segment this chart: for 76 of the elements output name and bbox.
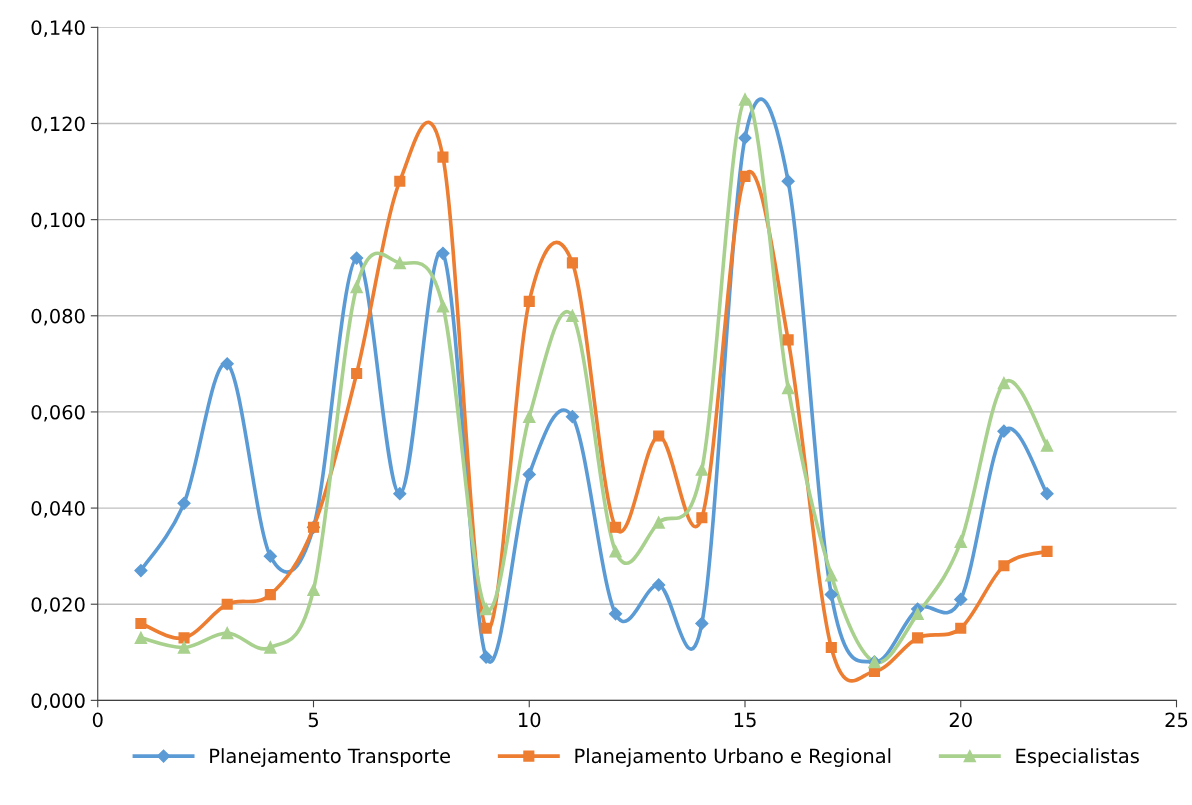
point xyxy=(479,602,493,616)
point xyxy=(350,280,363,294)
point xyxy=(608,607,623,621)
x-tick-label: 20 xyxy=(949,712,972,728)
y-tick-label: 0,120 xyxy=(31,116,85,134)
x-tick-label: 25 xyxy=(1165,712,1188,728)
point xyxy=(653,430,665,442)
point xyxy=(177,496,191,510)
point xyxy=(135,617,147,629)
point xyxy=(997,424,1011,438)
point xyxy=(652,578,666,592)
point xyxy=(609,545,622,558)
point xyxy=(263,549,277,563)
point xyxy=(437,151,449,163)
point xyxy=(523,295,535,307)
point xyxy=(695,616,709,631)
point xyxy=(565,410,579,424)
point xyxy=(480,622,492,634)
y-tick-label: 0,100 xyxy=(31,212,85,230)
y-tick-label: 0,140 xyxy=(31,20,85,38)
x-tick-label: 5 xyxy=(308,712,318,728)
point xyxy=(781,174,795,188)
point xyxy=(351,367,363,380)
point xyxy=(652,516,665,529)
point xyxy=(307,583,320,597)
point xyxy=(825,641,837,654)
y-tick-label: 0,040 xyxy=(31,501,85,518)
point xyxy=(1040,439,1054,452)
y-tick-label: 0,080 xyxy=(31,308,85,326)
point xyxy=(566,309,579,323)
y-tick-label: 0,000 xyxy=(31,693,85,710)
point xyxy=(1040,487,1054,501)
point xyxy=(997,376,1011,390)
point xyxy=(609,521,622,533)
point xyxy=(566,257,578,269)
point xyxy=(781,381,795,395)
point xyxy=(954,592,968,606)
point xyxy=(912,632,924,644)
point xyxy=(479,650,493,664)
point xyxy=(522,410,536,423)
point xyxy=(436,246,450,260)
point xyxy=(436,299,450,313)
legend-label: Planejamento Urbano e Regional xyxy=(575,748,891,767)
point xyxy=(264,589,276,601)
point xyxy=(393,256,407,270)
x-tick-label: 10 xyxy=(519,712,541,728)
point xyxy=(739,170,751,182)
point xyxy=(134,631,148,645)
point xyxy=(955,622,967,634)
point xyxy=(998,560,1010,572)
point xyxy=(695,463,709,476)
point xyxy=(177,641,191,654)
point xyxy=(350,251,364,265)
point xyxy=(178,632,190,644)
point xyxy=(954,535,968,548)
point xyxy=(394,175,406,187)
y-tick-label: 0,060 xyxy=(31,404,85,422)
point xyxy=(782,334,794,346)
point xyxy=(1041,545,1053,557)
point xyxy=(134,563,148,578)
point xyxy=(825,569,838,582)
point xyxy=(220,626,234,640)
point xyxy=(824,588,838,602)
point xyxy=(738,131,752,145)
point xyxy=(221,598,233,610)
y-tick-label: 0,020 xyxy=(31,597,85,614)
legend-label: Planejamento Transporte xyxy=(210,748,451,767)
x-tick-label: 0 xyxy=(92,712,103,728)
point xyxy=(522,467,536,482)
legend-label: Especialistas xyxy=(1016,748,1139,767)
point xyxy=(696,512,708,524)
x-tick-label: 15 xyxy=(734,712,756,728)
point xyxy=(264,641,277,654)
point xyxy=(220,357,234,371)
point xyxy=(393,487,407,501)
point xyxy=(911,607,924,621)
